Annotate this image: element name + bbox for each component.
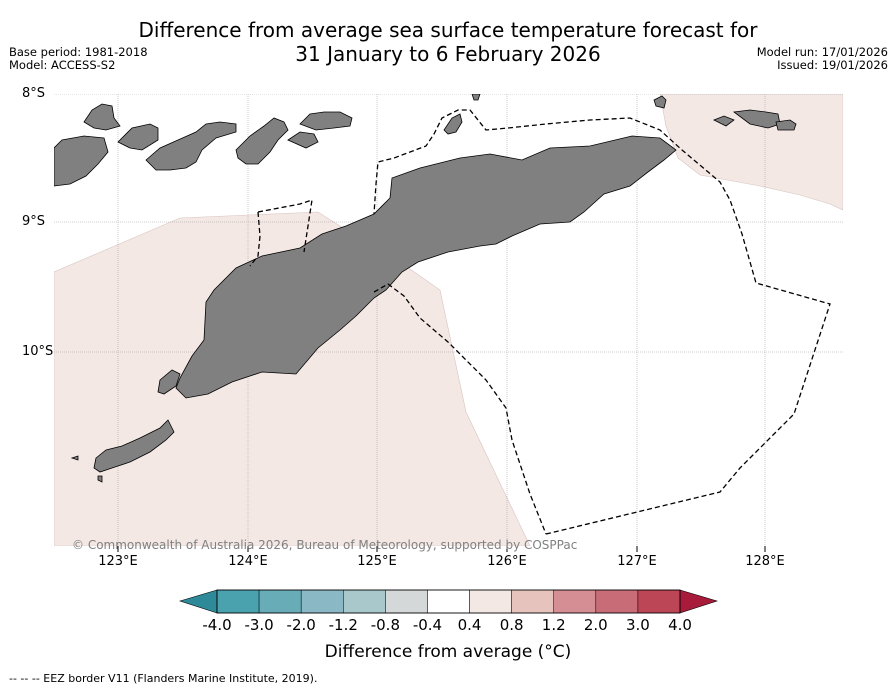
wetar-island-small [287, 131, 319, 149]
meta-right: Model run: 17/01/2026 Issued: 19/01/2026 [757, 46, 888, 72]
ndao-islet [70, 455, 79, 461]
eez-border [249, 109, 831, 535]
colorbar-tick-label: -0.8 [370, 616, 400, 634]
timor-island [175, 135, 677, 399]
map-title-line2: 31 January to 6 February 2026 [295, 42, 601, 66]
base-period: Base period: 1981-2018 [9, 45, 148, 59]
north-islet [471, 94, 481, 101]
colorbar-tick-label: 3.0 [625, 616, 650, 634]
eez-footnote: -- -- -- EEZ border V11 (Flanders Marine… [9, 672, 318, 685]
lakor-island [775, 119, 797, 131]
colorbar-tick-label: -1.2 [328, 616, 358, 634]
colorbar-segment [595, 589, 639, 614]
colorbar-segment [300, 589, 344, 614]
atauro-island [443, 113, 463, 135]
alor-pantar-islands [54, 135, 109, 187]
model-name: Model: ACCESS-S2 [9, 58, 116, 72]
anomaly-region-northeast [659, 94, 843, 211]
lembata-island [145, 121, 237, 171]
axis-ticks [117, 546, 766, 552]
wetar-west [299, 111, 353, 131]
colorbar-tick-label: 1.2 [541, 616, 566, 634]
lon-label-127e: 127°E [617, 554, 657, 569]
rote-island [93, 419, 175, 473]
colorbar-high-extend [679, 589, 719, 614]
land [54, 94, 797, 483]
lat-label-9s: 9°S [22, 214, 46, 229]
lon-label-125e: 125°E [357, 554, 397, 569]
colorbar-tick-label: 0.4 [457, 616, 482, 634]
colorbar-low-extend [178, 589, 218, 614]
copyright-notice: © Commonwealth of Australia 2026, Bureau… [72, 538, 578, 552]
colorbar-title: Difference from average (°C) [324, 642, 572, 662]
flores-east-island [235, 117, 289, 165]
colorbar-segment [553, 589, 597, 614]
colorbar-segment [385, 589, 428, 614]
lat-label-10s: 10°S [22, 344, 54, 359]
colorbar-tick-label: -2.0 [286, 616, 316, 634]
colorbar-segment [469, 589, 512, 614]
colorbar-segment [343, 589, 386, 614]
map-title-line1: Difference from average sea surface temp… [138, 18, 758, 42]
map-title: Difference from average sea surface temp… [0, 18, 896, 66]
colorbar [178, 589, 719, 614]
kisar-islet [653, 95, 667, 109]
alor-island [117, 123, 159, 151]
colorbar-tick-label: -4.0 [202, 616, 232, 634]
lon-label-126e: 126°E [487, 554, 527, 569]
colorbar-tick-label: 2.0 [583, 616, 608, 634]
lon-label-128e: 128°E [745, 554, 785, 569]
leti-island [732, 109, 781, 129]
semau-island [157, 369, 181, 395]
colorbar-segment [637, 589, 681, 614]
lon-label-124e: 124°E [228, 554, 268, 569]
model-run: Model run: 17/01/2026 [756, 45, 888, 59]
colorbar-segment [258, 589, 302, 614]
colorbar-segments [216, 589, 681, 614]
pantar-island [83, 103, 121, 131]
map-layers [54, 94, 843, 546]
issued-date: Issued: 19/01/2026 [777, 58, 888, 72]
lon-label-123e: 123°E [98, 554, 138, 569]
meta-left: Base period: 1981-2018 Model: ACCESS-S2 [9, 46, 148, 72]
colorbar-segment [216, 589, 260, 614]
colorbar-tick-label: -0.4 [412, 616, 443, 634]
colorbar-segment [511, 589, 554, 614]
colorbar-segment [427, 589, 470, 614]
colorbar-tick-label: 0.8 [499, 616, 524, 634]
rote-islet-south [97, 475, 103, 483]
colorbar-tick-label: 4.0 [668, 616, 692, 634]
colorbar-tick-label: -3.0 [244, 616, 274, 634]
moa-island [713, 115, 735, 127]
lat-label-8s: 8°S [22, 86, 46, 101]
anomaly-region-west [54, 211, 531, 546]
